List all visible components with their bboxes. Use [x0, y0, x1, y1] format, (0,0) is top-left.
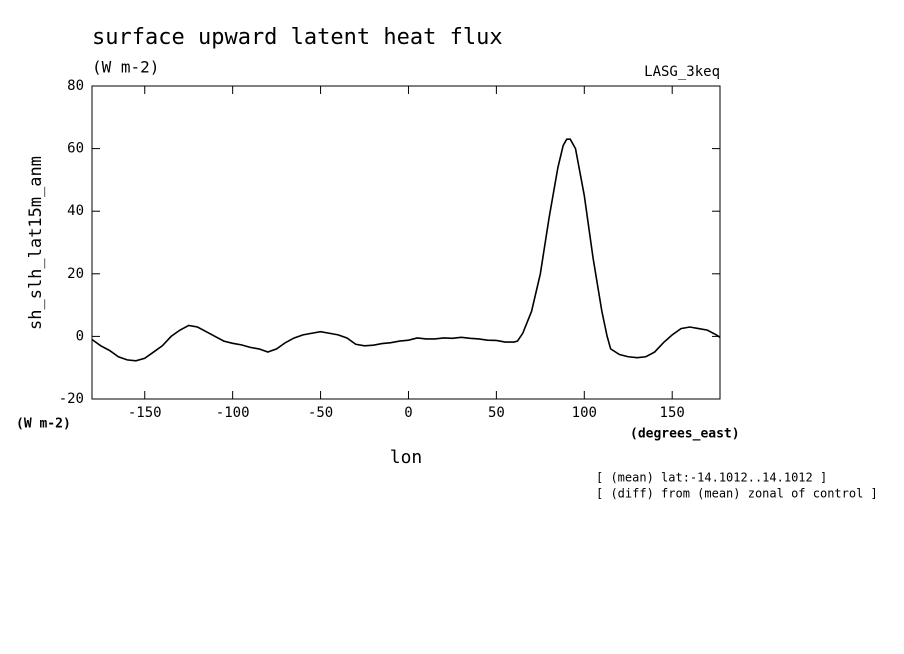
x-tick-label: -150: [128, 405, 162, 421]
chart-subtitle: (W m-2): [92, 58, 159, 77]
y-tick-label: -20: [59, 391, 84, 407]
y-axis-label: sh_slh_lat15m_anm: [26, 156, 46, 330]
y-tick-label: 60: [67, 141, 84, 157]
y-tick-label: 0: [76, 328, 84, 344]
y-tick-label: 40: [67, 203, 84, 219]
note: [ (diff) from (mean) zonal of control ]: [596, 487, 878, 501]
x-tick-label: -100: [216, 405, 250, 421]
y-tick-label: 80: [67, 78, 84, 94]
y-tick-label: 20: [67, 266, 84, 282]
x-tick-label: 0: [404, 405, 412, 421]
data-line: [91, 138, 721, 362]
chart-title: surface upward latent heat flux: [92, 25, 503, 50]
x-units: (degrees_east): [630, 427, 740, 442]
plot-frame: [91, 85, 721, 400]
x-tick-label: 150: [660, 405, 685, 421]
source-label: LASG_3keq: [644, 64, 720, 80]
note: [ (mean) lat:-14.1012..14.1012 ]: [596, 471, 827, 485]
x-axis-label: lon: [390, 447, 423, 468]
x-tick-label: -50: [308, 405, 333, 421]
x-tick-label: 100: [572, 405, 597, 421]
x-tick-label: 50: [488, 405, 505, 421]
y-units: (W m-2): [16, 417, 71, 432]
